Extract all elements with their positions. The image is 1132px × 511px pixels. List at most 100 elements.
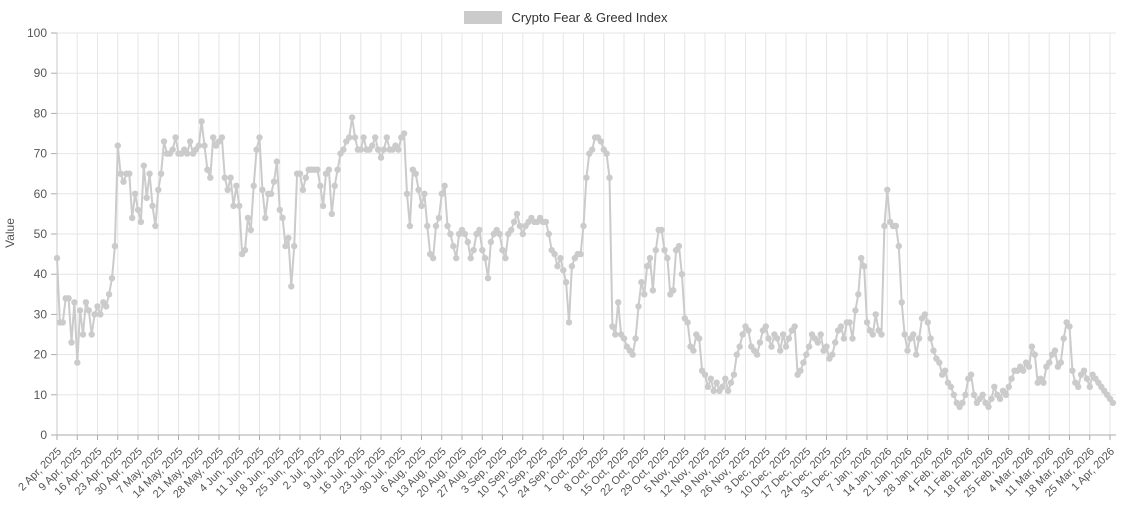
data-point[interactable] (424, 222, 431, 230)
data-point[interactable] (502, 254, 509, 262)
data-point[interactable] (941, 367, 949, 374)
data-point[interactable] (481, 254, 489, 262)
data-point[interactable] (719, 383, 726, 390)
data-point[interactable] (360, 134, 367, 141)
data-point[interactable] (947, 383, 955, 390)
data-point[interactable] (53, 254, 61, 262)
data-point[interactable] (253, 146, 260, 153)
data-point[interactable] (201, 142, 208, 149)
data-point[interactable] (551, 250, 558, 258)
data-point[interactable] (1075, 383, 1082, 390)
data-point[interactable] (516, 222, 524, 230)
data-point[interactable] (357, 146, 364, 153)
data-point[interactable] (791, 323, 798, 330)
data-point[interactable] (1060, 335, 1067, 342)
data-point[interactable] (120, 178, 127, 185)
data-point[interactable] (557, 254, 564, 262)
data-point[interactable] (1057, 359, 1065, 366)
data-point[interactable] (930, 347, 937, 354)
data-point[interactable] (1040, 379, 1047, 386)
data-point[interactable] (227, 174, 234, 181)
data-point[interactable] (765, 335, 772, 342)
data-point[interactable] (652, 246, 659, 254)
data-point[interactable] (1069, 367, 1076, 374)
data-point[interactable] (241, 246, 249, 254)
data-point[interactable] (155, 186, 162, 193)
data-point[interactable] (803, 351, 810, 358)
data-point[interactable] (432, 222, 440, 230)
data-point[interactable] (739, 331, 746, 338)
data-point[interactable] (464, 238, 471, 246)
data-point[interactable] (840, 335, 848, 342)
data-point[interactable] (88, 331, 95, 338)
data-point[interactable] (910, 331, 917, 338)
data-point[interactable] (641, 291, 648, 298)
data-point[interactable] (152, 222, 159, 230)
data-point[interactable] (565, 319, 573, 326)
data-point[interactable] (568, 263, 576, 270)
data-point[interactable] (962, 391, 969, 398)
data-point[interactable] (615, 299, 622, 306)
data-point[interactable] (996, 395, 1004, 402)
data-point[interactable] (1051, 347, 1059, 354)
data-point[interactable] (351, 134, 359, 141)
data-point[interactable] (863, 319, 871, 326)
data-point[interactable] (325, 166, 333, 173)
data-point[interactable] (450, 242, 457, 250)
data-point[interactable] (348, 114, 356, 121)
data-point[interactable] (273, 158, 281, 165)
data-point[interactable] (508, 226, 515, 234)
data-point[interactable] (970, 391, 978, 398)
data-point[interactable] (1066, 323, 1073, 330)
data-point[interactable] (991, 383, 998, 390)
data-point[interactable] (829, 351, 836, 358)
data-point[interactable] (753, 351, 761, 358)
data-point[interactable] (334, 166, 341, 173)
data-point[interactable] (331, 182, 338, 189)
data-point[interactable] (664, 254, 671, 262)
data-point[interactable] (467, 254, 474, 262)
data-point[interactable] (479, 246, 486, 254)
data-point[interactable] (230, 202, 237, 210)
data-point[interactable] (620, 335, 628, 342)
data-point[interactable] (707, 375, 714, 382)
data-point[interactable] (959, 399, 966, 406)
data-point[interactable] (204, 166, 211, 173)
data-point[interactable] (722, 375, 729, 382)
data-point[interactable] (1083, 375, 1091, 382)
data-point[interactable] (210, 134, 217, 141)
data-point[interactable] (68, 339, 75, 346)
data-point[interactable] (774, 335, 781, 342)
data-point[interactable] (131, 190, 139, 197)
data-point[interactable] (328, 210, 335, 218)
data-point[interactable] (79, 331, 87, 338)
data-point[interactable] (967, 371, 975, 378)
data-point[interactable] (418, 202, 425, 210)
data-point[interactable] (94, 303, 101, 310)
data-point[interactable] (262, 214, 269, 222)
data-point[interactable] (282, 242, 289, 250)
data-point[interactable] (904, 347, 911, 354)
data-point[interactable] (562, 279, 570, 286)
data-point[interactable] (299, 186, 307, 193)
data-point[interactable] (412, 170, 419, 177)
data-point[interactable] (484, 275, 492, 282)
data-point[interactable] (317, 182, 324, 189)
data-point[interactable] (276, 206, 283, 214)
data-point[interactable] (554, 263, 561, 270)
data-point[interactable] (186, 138, 194, 145)
data-point[interactable] (988, 395, 995, 402)
data-point[interactable] (675, 242, 683, 250)
data-point[interactable] (415, 186, 422, 193)
data-point[interactable] (736, 343, 743, 350)
data-point[interactable] (852, 307, 859, 314)
data-point[interactable] (406, 222, 414, 230)
data-point[interactable] (453, 254, 460, 262)
data-point[interactable] (814, 339, 821, 346)
data-point[interactable] (137, 218, 145, 226)
data-point[interactable] (461, 230, 469, 238)
data-point[interactable] (374, 146, 382, 153)
data-point[interactable] (690, 347, 697, 354)
data-point[interactable] (1025, 363, 1033, 370)
data-point[interactable] (710, 387, 717, 394)
